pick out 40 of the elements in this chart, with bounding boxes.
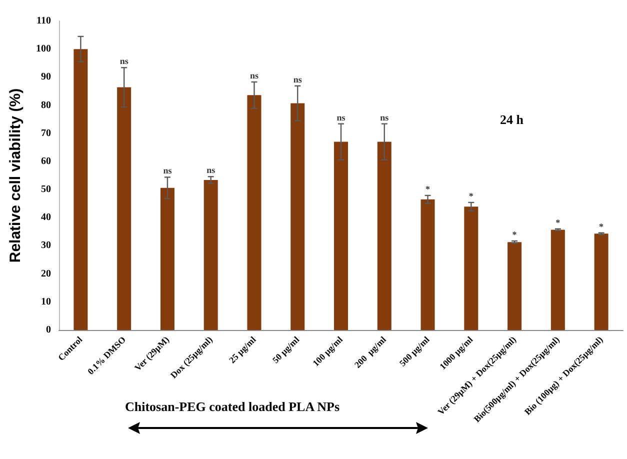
y-tick-label: 80 — [41, 100, 51, 111]
bar — [117, 87, 132, 330]
y-tick-label: 90 — [41, 72, 51, 83]
y-tick-label: 110 — [36, 16, 51, 26]
bar — [550, 230, 565, 330]
y-tick-label: 20 — [41, 268, 51, 280]
bar — [420, 199, 435, 330]
y-tick-label: 50 — [41, 184, 51, 196]
y-tick-label: 10 — [41, 296, 51, 308]
y-tick-label: 70 — [41, 128, 51, 139]
bar — [247, 95, 262, 330]
annotation: ns — [163, 166, 172, 176]
bar — [290, 103, 305, 330]
annotation: ns — [250, 70, 259, 80]
y-tick-label: 40 — [41, 212, 51, 224]
y-tick-label: 30 — [41, 240, 51, 252]
bar — [464, 206, 478, 330]
bar — [204, 180, 218, 330]
annotation: ns — [336, 112, 346, 122]
bar — [74, 49, 88, 330]
annotation: ns — [120, 56, 129, 66]
annotation: * — [426, 184, 431, 194]
bar — [508, 242, 522, 330]
y-tick-label: 0 — [46, 324, 51, 336]
annotation: * — [556, 217, 561, 228]
annotation: * — [599, 221, 604, 232]
y-axis-title: Relative cell viability (%) — [7, 88, 24, 263]
x-axis-title: Chitosan-PEG coated loaded PLA NPs — [125, 399, 340, 414]
bar — [160, 188, 174, 330]
annotation: 24 h — [500, 112, 524, 127]
annotation: * — [512, 229, 518, 240]
y-tick-label: 60 — [41, 156, 51, 167]
bar — [594, 234, 608, 330]
y-tick-label: 100 — [36, 44, 51, 55]
bar — [334, 142, 348, 330]
annotation: * — [468, 190, 474, 201]
annotation: ns — [380, 112, 390, 122]
annotation: ns — [206, 165, 216, 176]
bar — [377, 142, 392, 330]
annotation: ns — [293, 74, 302, 84]
